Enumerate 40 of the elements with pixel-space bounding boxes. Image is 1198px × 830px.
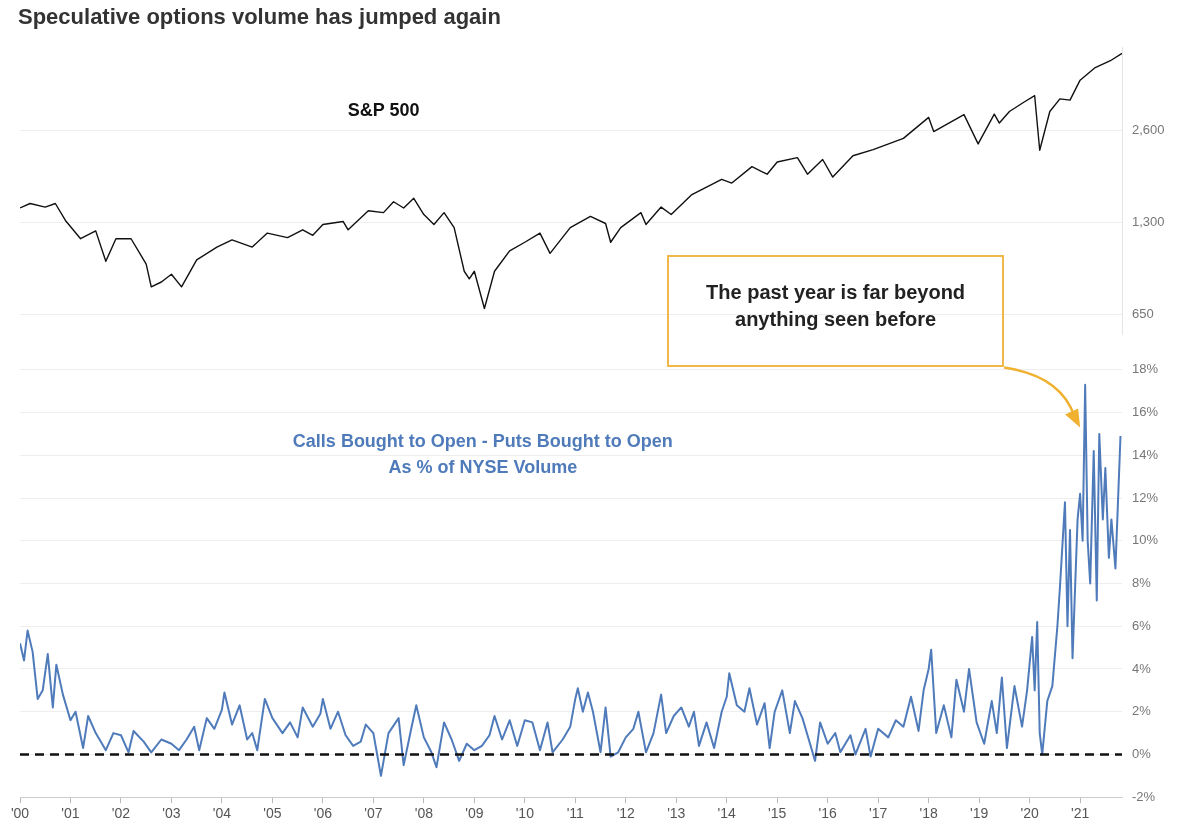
x-tick-label: '15 bbox=[768, 805, 787, 822]
y-tick-label: 6% bbox=[1132, 617, 1152, 633]
x-tick-label: '12 bbox=[616, 805, 636, 822]
x-tick-label: '20 bbox=[1020, 805, 1039, 822]
y-tick-label: 650 bbox=[1132, 306, 1154, 322]
x-tick-label: '13 bbox=[667, 805, 686, 822]
x-tick-label: '10 bbox=[515, 805, 535, 822]
x-tick-label: '19 bbox=[970, 805, 989, 822]
x-tick-label: '07 bbox=[364, 805, 383, 822]
y-tick-label: 14% bbox=[1132, 446, 1159, 462]
x-tick-label: '09 bbox=[465, 805, 484, 822]
y-tick-label: 16% bbox=[1132, 404, 1159, 420]
y-tick-label: 8% bbox=[1132, 575, 1152, 591]
y-tick-label: 12% bbox=[1132, 489, 1159, 505]
x-tick-label: '04 bbox=[212, 805, 232, 822]
x-tick-label: '03 bbox=[162, 805, 181, 822]
y-tick-label: 2,600 bbox=[1132, 122, 1165, 138]
y-tick-label: 2% bbox=[1132, 703, 1152, 719]
y-tick-label: 0% bbox=[1132, 746, 1152, 762]
x-tick-label: '01 bbox=[61, 805, 80, 822]
x-tick-label: '00 bbox=[10, 805, 30, 822]
x-tick-label: '11 bbox=[566, 805, 585, 822]
x-tick-label: '17 bbox=[869, 805, 888, 822]
x-tick-label: '18 bbox=[919, 805, 938, 822]
x-tick-label: '02 bbox=[111, 805, 131, 822]
x-tick-label: '05 bbox=[263, 805, 282, 822]
annotation: The past year is far beyond anything seen before bbox=[705, 280, 967, 333]
chart-title: Speculative options volume has jumped again bbox=[17, 3, 502, 30]
y-tick-label: 4% bbox=[1132, 660, 1152, 676]
y-tick-label: 1,300 bbox=[1132, 214, 1165, 230]
y-tick-label: 18% bbox=[1132, 361, 1159, 377]
text: Calls Bought to Open - Puts Bought to Open As % of NYSE Volume bbox=[292, 431, 673, 478]
x-tick-label: '14 bbox=[717, 805, 737, 822]
x-tick-label: '06 bbox=[313, 805, 333, 822]
y-tick-label: -2% bbox=[1132, 788, 1156, 804]
text: S&P 500 bbox=[347, 99, 420, 120]
x-tick-label: '16 bbox=[818, 805, 838, 822]
x-tick-label: '21 bbox=[1070, 805, 1090, 822]
x-tick-label: '08 bbox=[414, 805, 434, 822]
y-tick-label: 10% bbox=[1132, 532, 1159, 548]
